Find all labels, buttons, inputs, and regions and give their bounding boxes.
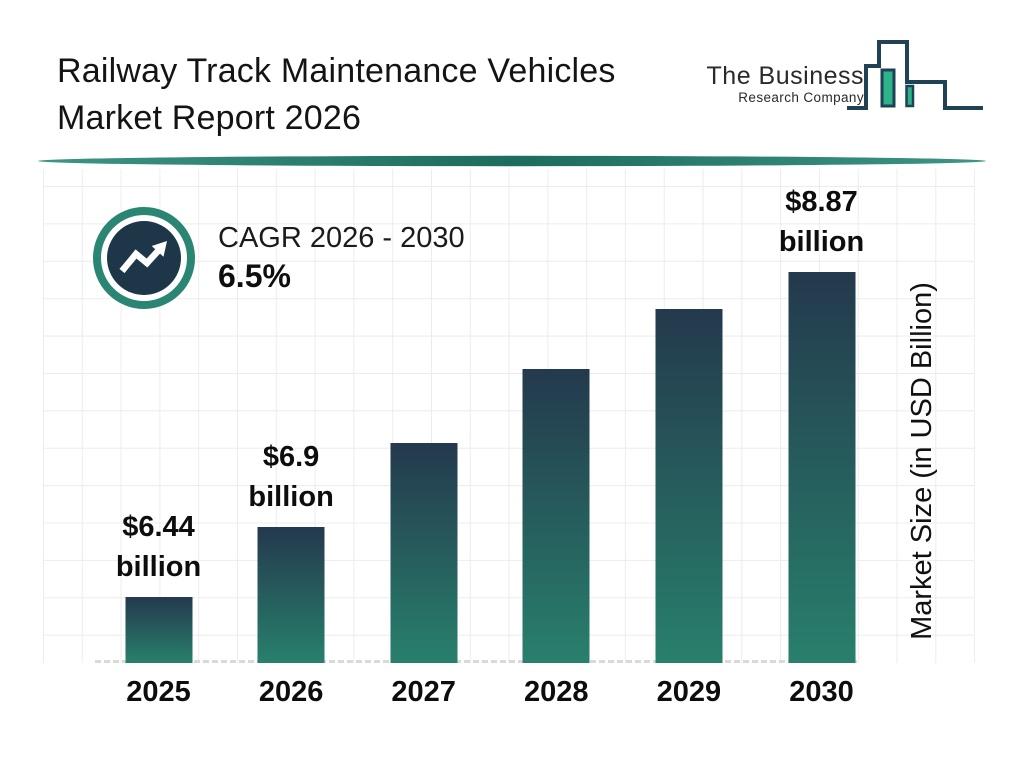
x-tick-2029: 2029 [656,676,722,708]
bar-2030 [788,272,855,663]
x-tick-2026: 2026 [258,676,324,708]
bar-chart-skyline-icon [847,40,983,110]
brand-wordmark: The Business Research Company [700,62,864,105]
chart-baseline [95,660,857,663]
value-label-2030: $8.87 billion [778,186,865,258]
x-tick-2025: 2025 [126,676,191,708]
brand-name: The Business [706,62,864,90]
value-label-2025: $6.44 billion [115,511,202,583]
chart-plot: $6.44 billion 2025 $6.9 billion 2026 2027 2028 2… [43,169,975,708]
header-divider [38,155,986,167]
bar-2029 [655,309,723,663]
value-label-2026: $6.9 billion [248,441,334,513]
bar-slot-2028: 2028 [489,169,623,708]
x-tick-2027: 2027 [391,676,456,708]
bar-slot-2030: $8.87 billion 2030 [755,169,889,708]
cagr-text-block: CAGR 2026 - 2030 6.5% [218,220,465,296]
x-tick-2028: 2028 [524,676,589,708]
bar-2028 [522,369,590,663]
bar-slot-2029: 2029 [622,169,756,708]
brand-subname: Research Company [738,90,864,105]
bar-2027 [390,443,458,663]
bar-slot-2026: $6.9 billion 2026 [224,169,358,708]
cagr-label: CAGR 2026 - 2030 [218,222,465,254]
trending-up-icon [93,207,195,309]
page-title: Railway Track Maintenance Vehicles Marke… [57,52,616,137]
bar-slot-2025: $6.44 billion 2025 [92,169,226,708]
bar-2025 [125,597,192,663]
bar-slot-2027: 2027 [357,169,491,708]
bar-2026 [257,527,325,663]
y-axis-label: Market Size (in USD Billion) [906,282,938,640]
cagr-value: 6.5% [218,258,291,294]
x-tick-2030: 2030 [789,676,854,708]
cagr-badge: CAGR 2026 - 2030 6.5% [92,206,465,310]
